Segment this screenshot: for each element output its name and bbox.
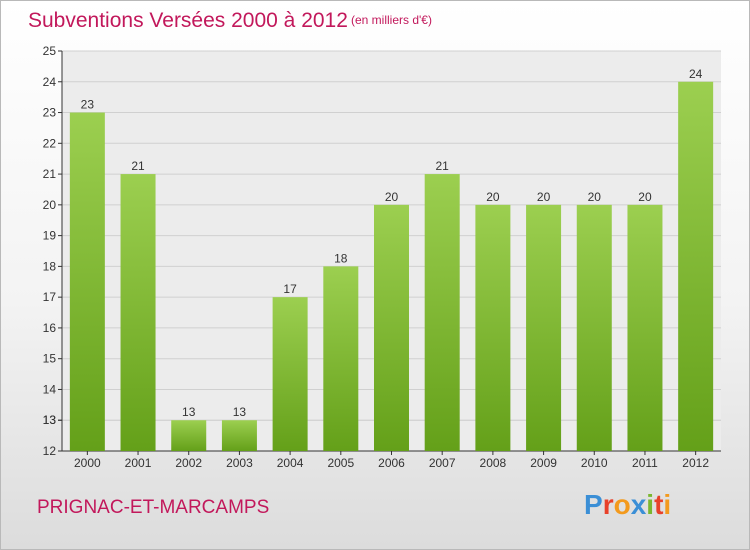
x-tick-label: 2009 [530,456,557,470]
logo-letter: r [602,489,614,520]
y-tick-label: 18 [43,259,57,273]
bar [678,81,714,452]
y-tick-label: 15 [43,352,57,366]
bar [69,112,105,452]
bar [171,420,207,451]
bar-value-label: 20 [537,190,551,204]
y-tick-label: 13 [43,413,57,427]
bar-value-label: 20 [385,190,399,204]
bar-value-label: 24 [689,67,703,81]
bar-value-label: 21 [131,159,145,173]
y-tick-label: 23 [43,106,57,120]
bar-value-label: 18 [334,251,348,265]
bar [374,204,409,451]
logo-letter: o [613,489,631,520]
y-tick-label: 17 [43,290,57,304]
bar [526,204,562,451]
bar-value-label: 23 [81,98,95,112]
bar [120,174,156,452]
x-tick-label: 2004 [277,456,304,470]
chart-subtitle: (en milliers d'€) [351,13,432,27]
x-tick-label: 2010 [581,456,608,470]
bar [576,204,612,451]
x-tick-label: 2000 [74,456,101,470]
logo-letter: x [630,489,647,520]
x-tick-label: 2011 [632,456,658,470]
bar-value-label: 20 [638,190,652,204]
bar-value-label: 20 [588,190,602,204]
x-tick-label: 2003 [226,456,253,470]
x-tick-label: 2005 [327,456,354,470]
bar [424,174,460,452]
y-tick-label: 16 [43,321,57,335]
y-tick-label: 14 [43,382,57,396]
bar [627,204,663,451]
logo-letter: i [646,489,655,520]
bar-value-label: 13 [182,405,196,419]
y-tick-label: 19 [43,229,57,243]
y-tick-label: 20 [43,198,57,212]
chart-title: Subventions Versées 2000 à 2012 [28,9,348,32]
commune-name: PRIGNAC-ET-MARCAMPS [37,497,270,518]
bar [475,204,511,451]
x-tick-label: 2001 [125,456,152,470]
bar-value-label: 13 [233,405,247,419]
x-tick-label: 2008 [480,456,507,470]
y-tick-label: 12 [43,444,57,458]
bar-value-label: 21 [436,159,450,173]
y-tick-label: 25 [43,44,57,58]
logo-letter: i [663,489,672,520]
y-tick-label: 22 [43,136,57,150]
x-tick-label: 2012 [682,456,709,470]
y-tick-label: 13 [43,413,57,427]
bar [221,420,257,451]
bar [323,266,359,451]
x-tick-label: 2006 [378,456,405,470]
x-tick-label: 2007 [429,456,456,470]
bar-value-label: 20 [486,190,500,204]
proxiti-logo: Proxiti [584,489,671,521]
bar [272,297,308,451]
bar-value-label: 17 [283,282,297,296]
y-tick-label: 24 [43,75,57,89]
y-tick-label: 21 [43,167,57,181]
logo-letter: t [654,489,664,520]
x-tick-label: 2002 [175,456,202,470]
logo-letter: P [584,489,603,520]
